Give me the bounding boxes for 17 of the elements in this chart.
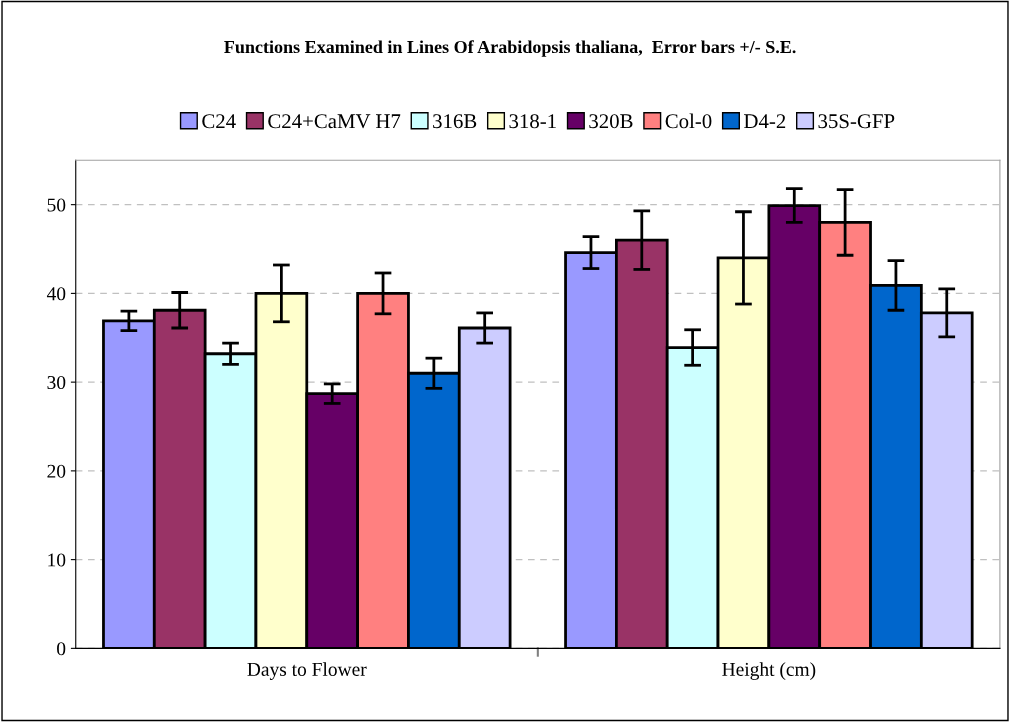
y-tick-label: 50 [47, 198, 66, 212]
legend-label: C24+CaMV H7 [268, 114, 401, 129]
legend-label: 320B [589, 114, 633, 129]
x-tick-label: Days to Flower [247, 662, 367, 680]
chart-title: Functions Examined in Lines Of Arabidopsis thaliana, Error bars +/- S.E. [224, 40, 796, 57]
legend-label: 35S-GFP [818, 114, 895, 129]
legend-label: 316B [433, 114, 477, 129]
legend-label: 318-1 [509, 114, 556, 129]
y-tick-label: 0 [57, 642, 66, 656]
y-tick-label: 10 [48, 553, 66, 567]
legend-label: Col-0 [665, 113, 712, 129]
legend-label: D4-2 [744, 114, 786, 129]
y-tick-label: 30 [47, 375, 66, 390]
legend-label: C24 [202, 114, 236, 129]
y-tick-label: 20 [47, 464, 66, 478]
x-tick-label: Height (cm) [722, 662, 816, 680]
y-tick-label: 40 [46, 287, 66, 301]
